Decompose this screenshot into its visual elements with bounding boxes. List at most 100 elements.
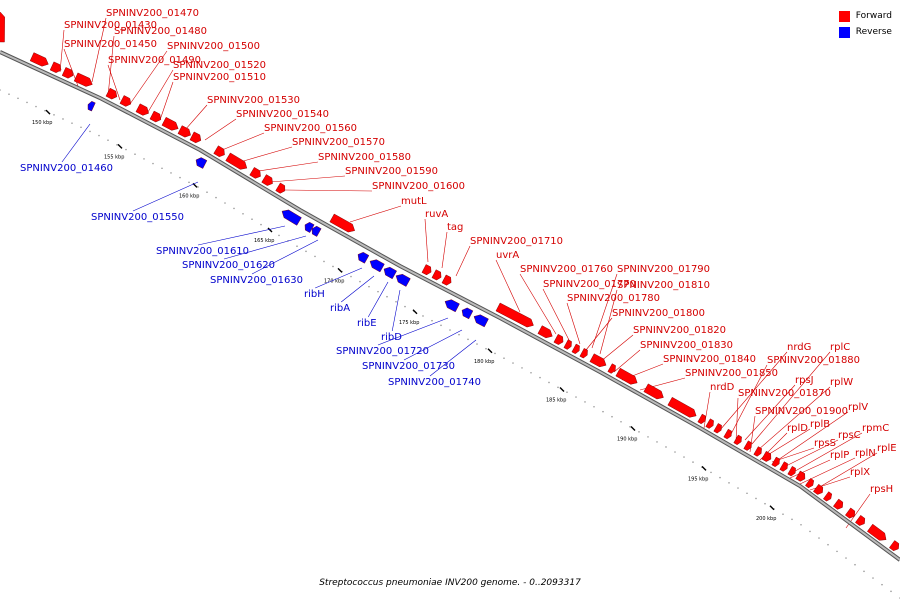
gene-body [431, 269, 442, 281]
forward-swatch [838, 10, 850, 22]
legend-forward-label: Forward [855, 11, 892, 21]
minor-tick [161, 167, 163, 170]
forward-gene-label: SPNINV200_01500 [167, 41, 260, 52]
forward-gene-label: rpsJ [795, 375, 814, 386]
forward-gene-label: rpmC [862, 423, 889, 434]
tick-label: 200 kbp [756, 516, 776, 522]
gene-body [189, 131, 202, 144]
minor-tick [323, 260, 325, 263]
leader-line [441, 231, 448, 269]
minor-tick [710, 471, 712, 474]
forward-gene-label: rplB [810, 419, 830, 430]
tick-label: 190 kbp [617, 436, 637, 442]
minor-tick [152, 162, 154, 165]
gene-body [395, 274, 411, 287]
forward-gene-block [805, 478, 815, 489]
forward-gene-label: SPNINV200_01770 [543, 279, 636, 290]
leader-line [789, 459, 831, 479]
forward-gene-block [261, 174, 273, 186]
reverse-swatch [838, 26, 850, 38]
leader-line [429, 339, 477, 377]
leader-line [455, 245, 471, 277]
minor-tick [17, 97, 19, 100]
minor-tick [764, 502, 766, 505]
leader-line [774, 411, 849, 463]
reverse-gene-label: SPNINV200_01720 [336, 346, 429, 357]
label-leader-lines [59, 17, 878, 529]
minor-tick [656, 441, 658, 443]
gene-body [723, 428, 732, 440]
gene-body [667, 397, 697, 418]
gene-body [579, 348, 588, 359]
gene-body [249, 167, 261, 179]
minor-tick [692, 461, 694, 463]
minor-tick [368, 285, 370, 288]
forward-gene-label: nrdG [787, 342, 811, 353]
gene-body [845, 507, 856, 519]
minor-tick [314, 255, 316, 258]
forward-gene-block [0, 11, 5, 43]
forward-gene-label: rplD [787, 423, 808, 434]
minor-tick [206, 191, 208, 193]
reverse-gene-label: SPNINV200_01550 [91, 212, 184, 223]
forward-gene-block [161, 117, 179, 131]
forward-gene-block [225, 152, 248, 170]
minor-tick [233, 207, 235, 210]
reverse-gene-block [195, 157, 208, 169]
forward-gene-block [833, 498, 844, 510]
gene-body [213, 145, 225, 158]
forward-gene-block [823, 491, 833, 502]
leader-line [239, 146, 293, 163]
leader-line [599, 334, 634, 363]
tick-label: 175 kbp [399, 320, 419, 326]
leader-line [349, 205, 402, 223]
gene-body [805, 478, 815, 489]
minor-tick [62, 118, 64, 120]
tick-label: 160 kbp [179, 193, 199, 199]
minor-tick [719, 476, 721, 479]
forward-gene-block [579, 348, 588, 359]
reverse-gene-block [87, 101, 96, 112]
forward-gene-label: rplP [830, 450, 849, 461]
gene-body [461, 307, 474, 320]
reverse-gene-block [311, 225, 322, 237]
forward-gene-block [697, 413, 706, 425]
forward-gene-block [553, 334, 564, 345]
minor-tick [620, 420, 622, 423]
gene-body [571, 343, 580, 355]
minor-tick [827, 543, 829, 546]
forward-gene-block [135, 103, 149, 116]
forward-gene-label: tag [447, 222, 463, 233]
forward-gene-block [643, 383, 664, 400]
leader-line [377, 317, 449, 346]
forward-gene-label: rplX [850, 467, 870, 478]
minor-tick [359, 280, 361, 283]
minor-tick [215, 196, 217, 199]
leader-line [315, 267, 363, 289]
minor-tick [665, 446, 667, 448]
gene-body [705, 418, 714, 429]
gene-body [369, 259, 385, 273]
minor-tick [197, 186, 199, 188]
leader-line [817, 452, 878, 489]
reverse-gene-label: SPNINV200_01730 [362, 361, 455, 372]
gene-body [441, 274, 452, 286]
forward-gene-label: SPNINV200_01450 [64, 39, 157, 50]
forward-gene-block [733, 434, 742, 445]
forward-gene-block [743, 440, 752, 451]
reverse-gene-label: SPNINV200_01630 [210, 275, 303, 286]
reverse-gene-block [473, 314, 489, 328]
gene-body [607, 363, 616, 374]
reverse-gene-label: SPNINV200_01620 [182, 260, 275, 271]
forward-gene-block [49, 61, 62, 73]
reverse-gene-block [304, 222, 315, 233]
minor-tick [485, 347, 487, 350]
major-tick [630, 425, 636, 431]
reverse-gene-block [444, 299, 460, 313]
gene-body [383, 266, 397, 280]
reverse-gene-block [357, 252, 370, 264]
reverse-gene-label: SPNINV200_01460 [20, 163, 113, 174]
leader-line [251, 161, 319, 173]
gene-body [73, 72, 93, 87]
minor-tick [647, 436, 649, 438]
